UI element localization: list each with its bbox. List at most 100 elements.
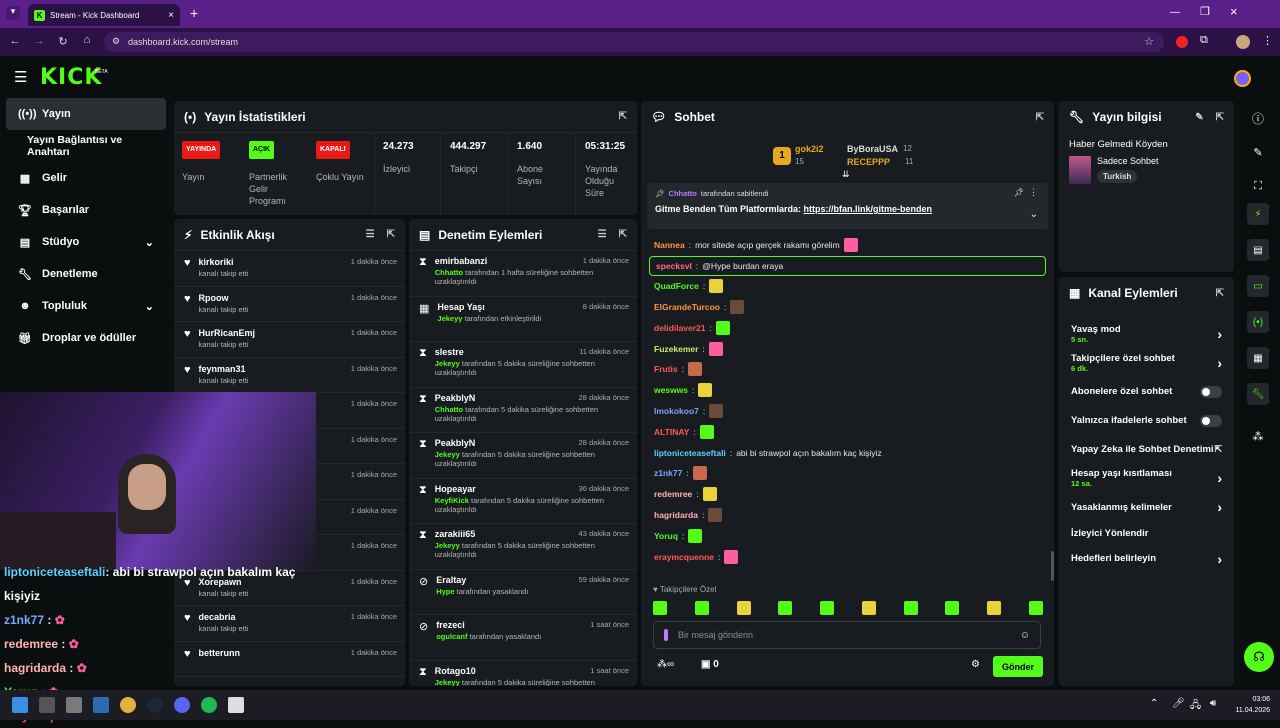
quick-emote-icon[interactable] [820,601,835,615]
chat-username[interactable]: specksvl [656,260,692,271]
toggle-switch[interactable] [1200,414,1222,427]
emote-icon[interactable] [709,403,724,418]
search-icon[interactable] [39,697,55,713]
browser-tab[interactable]: K Stream - Kick Dashboard × [28,4,180,26]
volume-icon[interactable]: 🔊︎ [1210,698,1217,709]
quick-emote-icon[interactable] [736,601,751,615]
emote-icon[interactable] [724,549,739,564]
broadcast-icon[interactable]: (•) [1247,311,1269,333]
sidebar-item-studio[interactable]: ▤ Stüdyo ⌄ [6,226,166,258]
emote-icon[interactable] [702,487,717,502]
channel-points-icon[interactable]: ⁂∞ [657,659,675,670]
channel-action-row[interactable]: Yalnızca ifadelerle sohbet [1059,406,1234,435]
extension-icon[interactable] [1176,36,1188,48]
activity-user[interactable]: betterunn [198,647,241,658]
quick-emote-icon[interactable] [778,601,793,615]
chat-username[interactable]: eraymcquenne [654,551,714,562]
sidebar-item-achievements[interactable]: 🏆︎ Başarılar [6,194,166,226]
send-button[interactable]: Gönder [993,656,1043,677]
moderated-user[interactable]: emirbabanzi [434,256,488,266]
category-thumbnail[interactable] [1069,156,1091,184]
sidebar-item-revenue[interactable]: ▦ Gelir [6,162,166,194]
emote-icon[interactable] [688,528,703,543]
moderator-name[interactable]: Jekeyy [434,359,460,368]
popout-icon[interactable]: ⇱ [618,111,627,122]
emote-icon[interactable] [708,341,723,356]
dashboard-icon[interactable]: ▦ [1247,347,1269,369]
fullscreen-icon[interactable]: ⛶ [1254,179,1262,192]
moderated-user[interactable]: PeakblyN [434,392,476,403]
chrome-icon[interactable] [120,697,136,713]
moderated-user[interactable]: PeakblyN [434,438,476,448]
community-icon[interactable]: ⁂ [1252,430,1264,443]
chat-username[interactable]: redemree [654,489,693,500]
category-name[interactable]: Sadece Sohbet [1097,156,1159,166]
kick-logo[interactable]: KICK [40,65,103,90]
chat-username[interactable]: Nannea [654,240,685,251]
chat-username[interactable]: ElGrandeTurcoo [654,301,720,312]
spotify-icon[interactable] [201,697,217,713]
moderated-user[interactable]: Hesap Yaşı [437,301,485,312]
chat-username[interactable]: Fuzekemer [654,343,699,354]
channel-action-row[interactable]: Abonelere özel sohbet [1059,377,1234,406]
emoji-picker-icon[interactable]: ☺ [1019,629,1030,641]
edit-layout-icon[interactable]: ✎ [1253,146,1263,159]
moderator-name[interactable]: Jekeyy [434,541,460,550]
emote-icon[interactable] [715,320,730,335]
popout-icon[interactable]: ⇱ [386,229,395,240]
chat-username[interactable]: Yoruq [654,530,678,541]
lightning-icon[interactable]: ⚡︎ [1247,203,1269,225]
home-icon[interactable]: ⌂ [83,34,91,46]
popout-icon[interactable]: ⇱ [1035,111,1044,123]
moderated-user[interactable]: zarakiii65 [434,529,476,539]
unpin-icon[interactable]: 📌︎ [1013,188,1024,197]
quick-emote-icon[interactable] [945,601,960,615]
edit-pencil-icon[interactable]: ✎ [1195,111,1204,123]
pinned-by[interactable]: Chhatto [668,189,697,198]
leader-name[interactable]: RECEPPP [847,157,891,167]
chat-scrollbar[interactable] [1051,551,1054,581]
moderated-user[interactable]: frezeci [436,620,465,630]
channel-action-row[interactable]: Hedefleri belirleyin › [1059,546,1234,571]
channel-action-row[interactable]: Yapay Zeka ile Sohbet Denetimi ⇱ [1059,435,1234,463]
start-icon[interactable] [12,697,28,713]
chat-username[interactable]: liptoniceteaseftali [654,447,726,458]
moderator-name[interactable]: Chhatto [434,268,464,277]
settings-gear-icon[interactable]: ⚙ [971,659,980,670]
moderated-user[interactable]: Rotago10 [434,665,476,676]
app-icon[interactable] [228,697,244,713]
activity-user[interactable]: HurRicanEmj [198,328,256,338]
emote-icon[interactable] [843,238,858,253]
system-clock[interactable]: 03:06 11.04.2026 [1226,694,1270,716]
sidebar-item-community[interactable]: ☻ Topluluk ⌄ [6,290,166,322]
user-avatar[interactable] [1234,70,1251,87]
steam-icon[interactable] [147,697,163,713]
new-tab-icon[interactable]: + [190,5,199,21]
chat-input[interactable]: Bir mesaj gönderin ☺ [653,621,1041,649]
minimize-icon[interactable]: — [1170,7,1180,18]
document-icon[interactable]: ▤ [1247,239,1269,261]
site-info-icon[interactable]: ⚙ [112,36,121,46]
points-counter[interactable]: ▣ 0 [701,659,719,670]
support-headset-icon[interactable]: ☊ [1244,642,1274,672]
popout-icon[interactable]: ⇱ [1215,111,1224,123]
filter-icon[interactable]: ☰ [365,229,375,240]
toggle-switch[interactable] [1200,385,1222,398]
forward-icon[interactable]: → [33,35,45,47]
bookmark-star-icon[interactable]: ☆ [1144,36,1154,48]
channel-action-row[interactable]: Takipçilere özel sohbet 6 dk. › [1059,348,1234,377]
activity-user[interactable]: kirkoriki [198,257,234,267]
emote-icon[interactable] [730,299,745,314]
more-options-icon[interactable]: ⋮ [1029,187,1038,197]
moderator-name[interactable]: Jekeyy [434,450,460,459]
chat-bubble-icon[interactable]: ▭ [1247,275,1269,297]
tab-list-icon[interactable]: ▾ [6,6,20,20]
chat-username[interactable]: hagridarda [654,509,698,520]
quick-emote-icon[interactable] [653,601,667,615]
collapse-arrow-icon[interactable]: ⇊ [842,169,850,179]
activity-user[interactable]: decabria [198,612,236,622]
quick-emote-icon[interactable] [1028,601,1043,615]
file-explorer-icon[interactable] [66,697,82,713]
reload-icon[interactable]: ↻ [58,36,68,48]
leader-name[interactable]: gok2i2 [795,144,824,154]
